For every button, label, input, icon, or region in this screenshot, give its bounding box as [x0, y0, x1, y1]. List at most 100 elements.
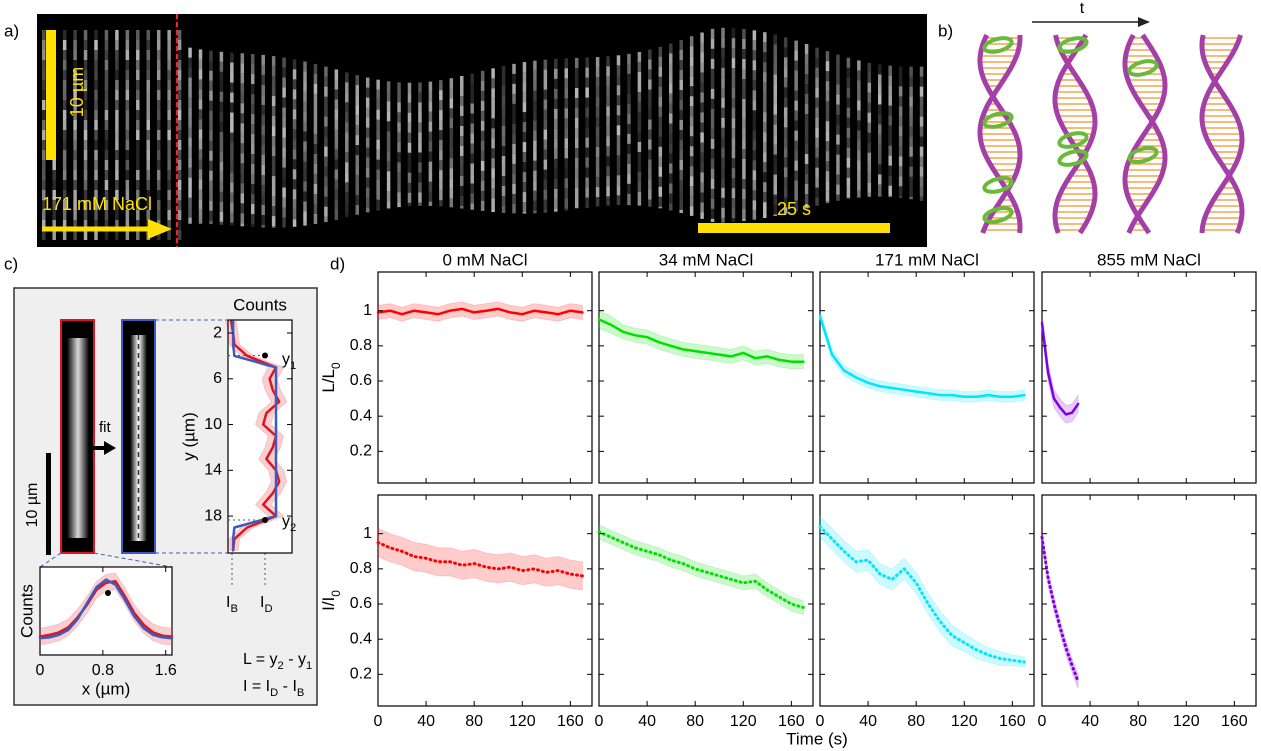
kymograph-stripe — [125, 160, 130, 170]
kymograph-stripe — [407, 92, 412, 103]
kymograph-stripe — [313, 183, 318, 194]
zoom-line — [39, 552, 62, 568]
kymograph-stripe — [188, 127, 192, 138]
data-line — [38, 578, 174, 640]
kymograph-stripe — [365, 147, 370, 158]
kymograph-stripe — [271, 156, 276, 167]
kymograph-stripe — [136, 120, 140, 130]
kymograph-stripe — [606, 96, 610, 107]
kymograph-stripe — [136, 30, 140, 40]
kymograph-stripe — [700, 192, 704, 203]
kymograph-stripe — [574, 117, 579, 128]
kymograph-stripe — [857, 150, 861, 161]
kymograph-stripe — [355, 165, 359, 176]
kymograph-stripe — [606, 176, 610, 187]
kymograph-stripe — [271, 226, 276, 228]
kymograph-stripe — [512, 163, 516, 174]
kymograph-stripe — [418, 82, 422, 93]
kymograph-stripe — [230, 52, 234, 63]
kymograph-stripe — [710, 148, 715, 159]
kymograph-stripe — [62, 70, 67, 80]
fit-arrow-head — [104, 441, 116, 455]
kymograph-stripe — [669, 43, 673, 54]
kymograph-stripe — [198, 149, 203, 160]
kymograph-stripe — [773, 114, 777, 125]
kymograph-stripe — [376, 139, 380, 150]
kymograph-stripe — [533, 110, 537, 121]
kymograph-stripe — [136, 140, 140, 150]
kymograph-stripe — [219, 71, 224, 82]
kymograph-stripe — [177, 90, 182, 100]
kymograph-stripe — [167, 110, 171, 120]
kymograph-stripe — [773, 184, 777, 195]
kymograph-stripe — [606, 56, 610, 67]
kymograph-stripe — [700, 182, 704, 193]
kymograph-stripe — [512, 183, 516, 194]
kymograph-stripe — [595, 157, 600, 168]
kymograph-stripe — [386, 141, 391, 152]
kymograph-stripe — [794, 100, 798, 111]
kymograph-stripe — [42, 170, 46, 180]
kymograph-stripe — [345, 152, 349, 163]
kymograph-stripe — [177, 140, 182, 150]
kymograph-stripe — [136, 170, 140, 180]
kymograph-stripe — [282, 157, 286, 168]
kymograph-stripe — [909, 66, 913, 77]
kymograph-stripe — [669, 93, 673, 104]
kymograph-stripe — [846, 87, 851, 98]
kymograph-stripe — [522, 162, 527, 173]
kymograph-stripe — [42, 200, 46, 210]
kymograph-stripe — [721, 117, 725, 128]
kymograph-stripe — [919, 186, 924, 197]
kymograph-stripe — [669, 193, 673, 204]
marker-point — [105, 590, 111, 596]
x-axis-label: x (µm) — [82, 679, 131, 698]
kymograph-stripe — [898, 166, 903, 177]
kymograph-stripe — [742, 78, 746, 89]
kymograph-stripe — [783, 97, 788, 108]
x-tick-label: 40 — [417, 713, 435, 730]
kymograph-stripe — [397, 82, 401, 93]
intensity-equation: I = ID - IB — [243, 678, 304, 699]
kymograph-stripe — [543, 169, 548, 180]
kymograph-stripe — [480, 140, 485, 151]
kymograph-stripe — [73, 60, 77, 70]
kymograph-stripe — [658, 176, 663, 187]
kymograph-stripe — [313, 133, 318, 144]
kymograph-stripe — [710, 98, 715, 109]
kymograph-stripe — [177, 70, 182, 80]
kymograph-stripe — [679, 199, 683, 210]
kymograph-stripe — [104, 120, 109, 130]
kymograph-stripe — [282, 127, 286, 138]
kymograph-stripe — [83, 140, 88, 150]
kymograph-stripe — [324, 186, 328, 197]
kymograph-stripe — [721, 147, 725, 158]
kymograph-stripe — [501, 65, 506, 76]
kymograph-stripe — [156, 170, 161, 180]
kymograph-stripe — [825, 161, 830, 172]
kymograph-stripe — [261, 134, 265, 145]
kymograph-stripe — [115, 70, 119, 80]
kymograph-stripe — [564, 168, 568, 179]
kymograph-stripe — [407, 102, 412, 113]
kymograph-stripe — [188, 217, 192, 224]
kymograph-stripe — [627, 123, 631, 134]
kymograph-stripe — [773, 34, 777, 45]
kymograph-stripe — [689, 176, 694, 187]
kymograph-stripe — [209, 70, 213, 81]
kymograph-stripe — [710, 188, 715, 199]
kymograph-stripe — [648, 59, 652, 70]
kymograph-stripe — [763, 202, 767, 213]
kymograph-stripe — [303, 221, 307, 226]
kymograph-stripe — [669, 153, 673, 164]
kymograph-stripe — [501, 105, 506, 116]
kymograph-stripe — [595, 197, 600, 207]
kymograph-stripe — [62, 180, 67, 190]
kymograph-stripe — [219, 141, 224, 152]
kymograph-stripe — [261, 74, 265, 85]
kymograph-stripe — [104, 80, 109, 90]
kymograph-stripe — [658, 196, 663, 207]
kymograph-stripe — [188, 137, 192, 148]
kymograph-stripe — [554, 88, 558, 99]
kymograph-stripe — [345, 182, 349, 193]
